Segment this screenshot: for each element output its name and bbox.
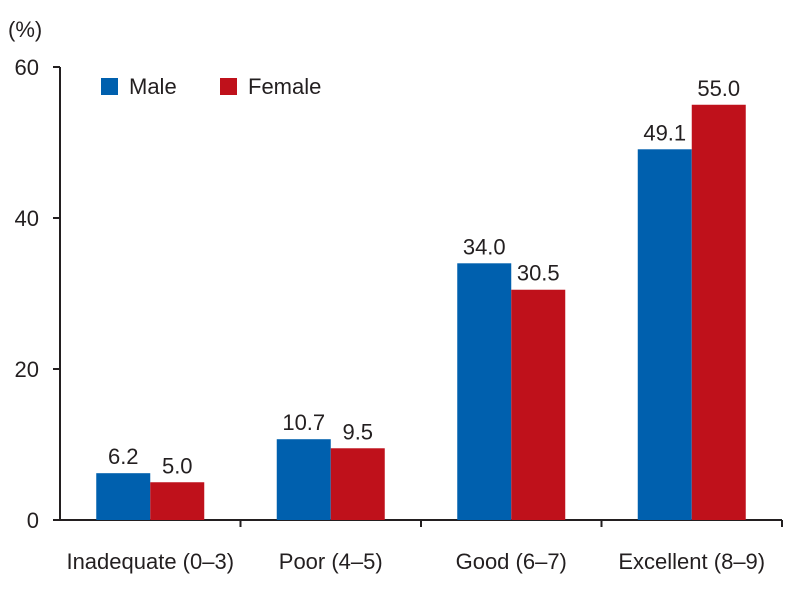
data-label: 9.5 <box>342 419 373 444</box>
y-tick-label: 20 <box>15 357 39 382</box>
bar-female <box>330 448 385 520</box>
legend-label: Male <box>129 74 177 99</box>
data-labels: 6.2 5.0 10.7 9.5 34.0 30.5 49.1 55.0 <box>108 76 740 479</box>
data-label: 30.5 <box>517 261 560 286</box>
bar-male <box>637 149 692 521</box>
data-label: 6.2 <box>108 444 139 469</box>
x-category-label: Poor (4–5) <box>279 549 383 574</box>
bar-female <box>511 289 566 520</box>
y-tick-label: 40 <box>15 206 39 231</box>
bars <box>96 104 746 521</box>
bar-female <box>691 104 746 520</box>
legend-swatch-male <box>101 78 118 95</box>
bar-female <box>150 482 205 520</box>
data-label: 55.0 <box>697 76 740 101</box>
bar-male <box>457 263 512 520</box>
legend-swatch-female <box>220 78 237 95</box>
data-label: 10.7 <box>282 410 325 435</box>
x-category-label: Good (6–7) <box>456 549 567 574</box>
bar-male <box>276 439 331 520</box>
data-label: 5.0 <box>162 453 193 478</box>
legend: Male Female <box>101 74 321 99</box>
data-label: 34.0 <box>463 234 506 259</box>
legend-label: Female <box>248 74 321 99</box>
x-category-label: Excellent (8–9) <box>618 549 765 574</box>
axes: 0 20 40 60 Inadequate (0–3) Poor (4–5) Good (6… <box>15 55 783 574</box>
y-tick-label: 0 <box>27 508 39 533</box>
y-axis-unit-label: (%) <box>8 17 42 42</box>
bar-male <box>96 473 151 520</box>
data-label: 49.1 <box>643 120 686 145</box>
x-category-label: Inadequate (0–3) <box>66 549 234 574</box>
y-tick-label: 60 <box>15 55 39 80</box>
